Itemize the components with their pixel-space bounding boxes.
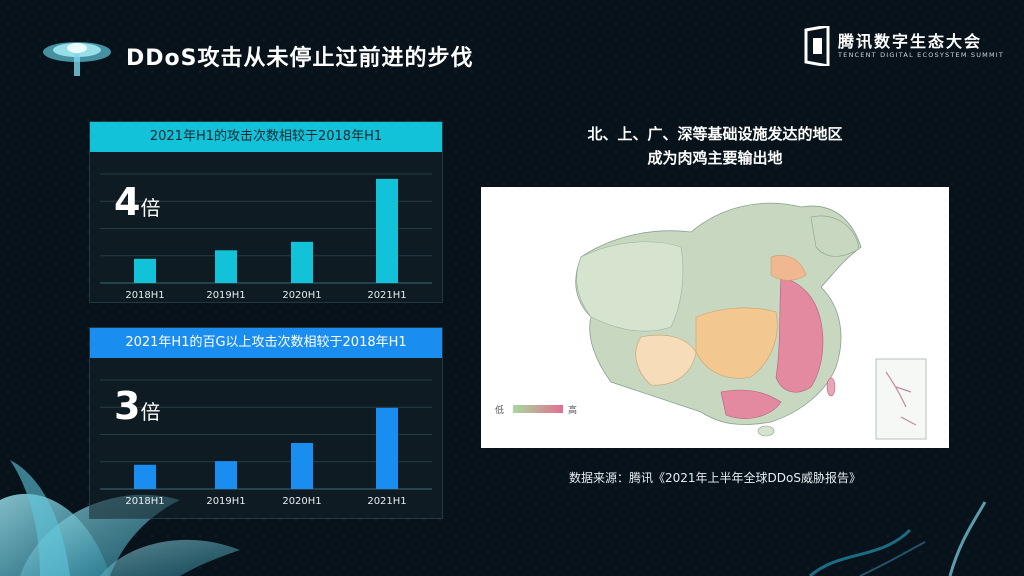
tick-label: 2021H1 <box>367 290 406 301</box>
multiplier: 3倍 <box>114 384 160 428</box>
map-region-northeast <box>810 215 860 257</box>
tick-label: 2020H1 <box>282 290 321 301</box>
flower-icon <box>43 42 111 76</box>
brand-name: 腾讯数字生态大会 <box>838 32 983 51</box>
swirl-decoration <box>809 501 987 576</box>
tencent-logo-icon <box>804 26 830 66</box>
map-title-line2: 成为肉鸡主要输出地 <box>647 149 783 167</box>
map-legend-high: 高 <box>568 404 577 416</box>
map-region-west <box>576 241 684 332</box>
map-region-south <box>720 389 782 419</box>
large-attack-panel: 2021年H1的百G以上攻击次数相较于2018年H1 2018H1 2019H1 2… <box>89 327 443 519</box>
bar-2019H1 <box>215 250 237 283</box>
map-title: 北、上、广、深等基础设施发达的地区 成为肉鸡主要输出地 <box>480 122 950 170</box>
bar-2018H1 <box>134 464 156 489</box>
bar-2021H1 <box>376 407 398 489</box>
bar-2018H1 <box>134 258 156 283</box>
tick-label: 2019H1 <box>206 496 245 507</box>
bar-2020H1 <box>291 442 313 489</box>
brand-subtitle: TENCENT DIGITAL ECOSYSTEM SUMMIT <box>838 51 1005 59</box>
bar-2019H1 <box>215 461 237 489</box>
multiplier-unit: 倍 <box>140 400 161 424</box>
map-legend-low: 低 <box>495 404 504 416</box>
tick-label: 2018H1 <box>125 496 164 507</box>
brand: 腾讯数字生态大会 TENCENT DIGITAL ECOSYSTEM SUMMI… <box>804 22 1003 70</box>
tick-label: 2018H1 <box>125 290 164 301</box>
map-region-north <box>770 255 807 281</box>
map-legend-bar <box>513 405 563 413</box>
tick-label: 2021H1 <box>367 496 406 507</box>
map-region-central <box>695 307 778 379</box>
panel-header: 2021年H1的百G以上攻击次数相较于2018年H1 <box>90 328 442 358</box>
multiplier-unit: 倍 <box>140 196 161 220</box>
title-bar: DDoS攻击从未停止过前进的步伐 <box>40 30 540 76</box>
multiplier: 4倍 <box>114 180 160 224</box>
map-region-southwest <box>635 334 697 386</box>
large-attack-chart: 2018H1 2019H1 2020H1 2021H1 <box>100 379 432 507</box>
china-map: 低 高 <box>481 187 949 448</box>
attack-count-panel: 2021年H1的攻击次数相较于2018年H1 2018H1 2019H1 2020H… <box>89 121 443 303</box>
page-title: DDoS攻击从未停止过前进的步伐 <box>126 46 474 71</box>
bar-2021H1 <box>376 178 398 283</box>
tick-label: 2019H1 <box>206 290 245 301</box>
panel-header: 2021年H1的攻击次数相较于2018年H1 <box>90 122 442 152</box>
map-inset <box>875 358 927 440</box>
map-region-east <box>775 276 824 393</box>
map-title-line1: 北、上、广、深等基础设施发达的地区 <box>587 125 843 143</box>
multiplier-value: 4 <box>114 180 141 224</box>
attack-count-chart: 2018H1 2019H1 2020H1 2021H1 <box>100 173 432 301</box>
data-source: 数据来源：腾讯《2021年上半年全球DDoS威胁报告》 <box>569 471 861 485</box>
tick-label: 2020H1 <box>282 496 321 507</box>
multiplier-value: 3 <box>114 384 141 428</box>
china-map-image: 低 高 <box>495 202 927 440</box>
bar-2020H1 <box>291 241 313 283</box>
